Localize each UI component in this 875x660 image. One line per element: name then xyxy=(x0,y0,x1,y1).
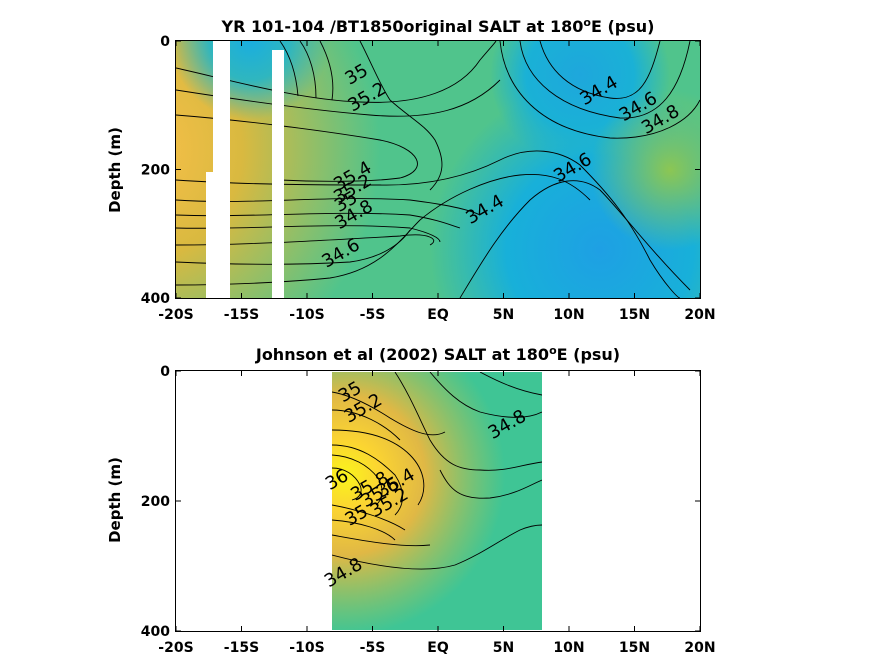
panel-1-ylabel: Depth (m) xyxy=(106,127,124,213)
panel-1-y-tick-label: 0 xyxy=(160,34,170,50)
panel-1-x-tick-label: -5S xyxy=(360,307,386,323)
panel-2-y-tick-label: 0 xyxy=(160,364,170,380)
panel-1-x-tick-label: -15S xyxy=(224,307,259,323)
panel-2-x-tick-label: -15S xyxy=(224,640,259,656)
panel-1-title-main: YR 101-104 /BT1850original SALT at 180 xyxy=(221,17,584,36)
panel-1-nodata-4 xyxy=(272,50,284,298)
panel-1-nodata-2 xyxy=(213,41,230,176)
panel-1-x-tick-label: -20S xyxy=(158,307,193,323)
panel-1-nodata-1 xyxy=(206,172,230,298)
panel-1-field xyxy=(176,41,700,298)
panel-2-title-end: E (psu) xyxy=(557,345,621,364)
panel-2-y-tick-label: 400 xyxy=(141,624,170,640)
panel-1-title: YR 101-104 /BT1850original SALT at 180oE… xyxy=(221,16,655,36)
panel-2-axes: -20S -15S -10S -5S EQ 5N 10N 15N 20N 0 200 400 xyxy=(141,364,716,656)
panel-2-contours xyxy=(332,372,542,570)
panel-1-frame xyxy=(175,40,701,299)
panel-2-title: Johnson et al (2002) SALT at 180oE (psu) xyxy=(255,344,620,364)
panel-2-x-tick-label: 15N xyxy=(619,640,650,656)
panel-1-nodata-3 xyxy=(224,41,230,49)
panel-2-y-tick-label: 200 xyxy=(141,494,170,510)
panel-2-title-main: Johnson et al (2002) SALT at 180 xyxy=(255,345,549,364)
panel-1-x-tick-label: 5N xyxy=(493,307,514,323)
panel-1-y-tick-label: 400 xyxy=(141,291,170,307)
panel-2-field xyxy=(332,372,542,630)
panel-1-x-tick-label: -10S xyxy=(289,307,324,323)
panel-1-x-tick-label: 10N xyxy=(553,307,584,323)
panel-2-ylabel: Depth (m) xyxy=(106,457,124,543)
panel-2-x-tick-label: -5S xyxy=(360,640,386,656)
panel-1: YR 101-104 /BT1850original SALT at 180oE… xyxy=(106,16,716,323)
panel-2-x-tick-label: -10S xyxy=(289,640,324,656)
panel-1-x-tick-label: EQ xyxy=(427,307,449,323)
panel-1-title-end: E (psu) xyxy=(591,17,655,36)
panel-2-x-tick-label: -20S xyxy=(158,640,193,656)
panel-2-title-sup: o xyxy=(549,344,557,357)
panel-2: Johnson et al (2002) SALT at 180oE (psu) xyxy=(106,344,716,656)
panel-1-title-sup: o xyxy=(583,16,591,29)
panel-2-x-tick-label: EQ xyxy=(427,640,449,656)
panel-2-frame xyxy=(175,370,701,632)
panel-2-x-tick-label: 20N xyxy=(684,640,715,656)
panel-1-x-tick-label: 20N xyxy=(684,307,715,323)
panel-1-y-tick-label: 200 xyxy=(141,163,170,179)
panel-1-x-tick-label: 15N xyxy=(619,307,650,323)
panel-2-x-tick-label: 5N xyxy=(493,640,514,656)
panel-2-x-tick-label: 10N xyxy=(553,640,584,656)
panel-1-nodata-columns xyxy=(206,41,284,298)
panel-1-axes: -20S -15S -10S -5S EQ 5N 10N 15N 20N 0 200 400 xyxy=(141,34,716,323)
